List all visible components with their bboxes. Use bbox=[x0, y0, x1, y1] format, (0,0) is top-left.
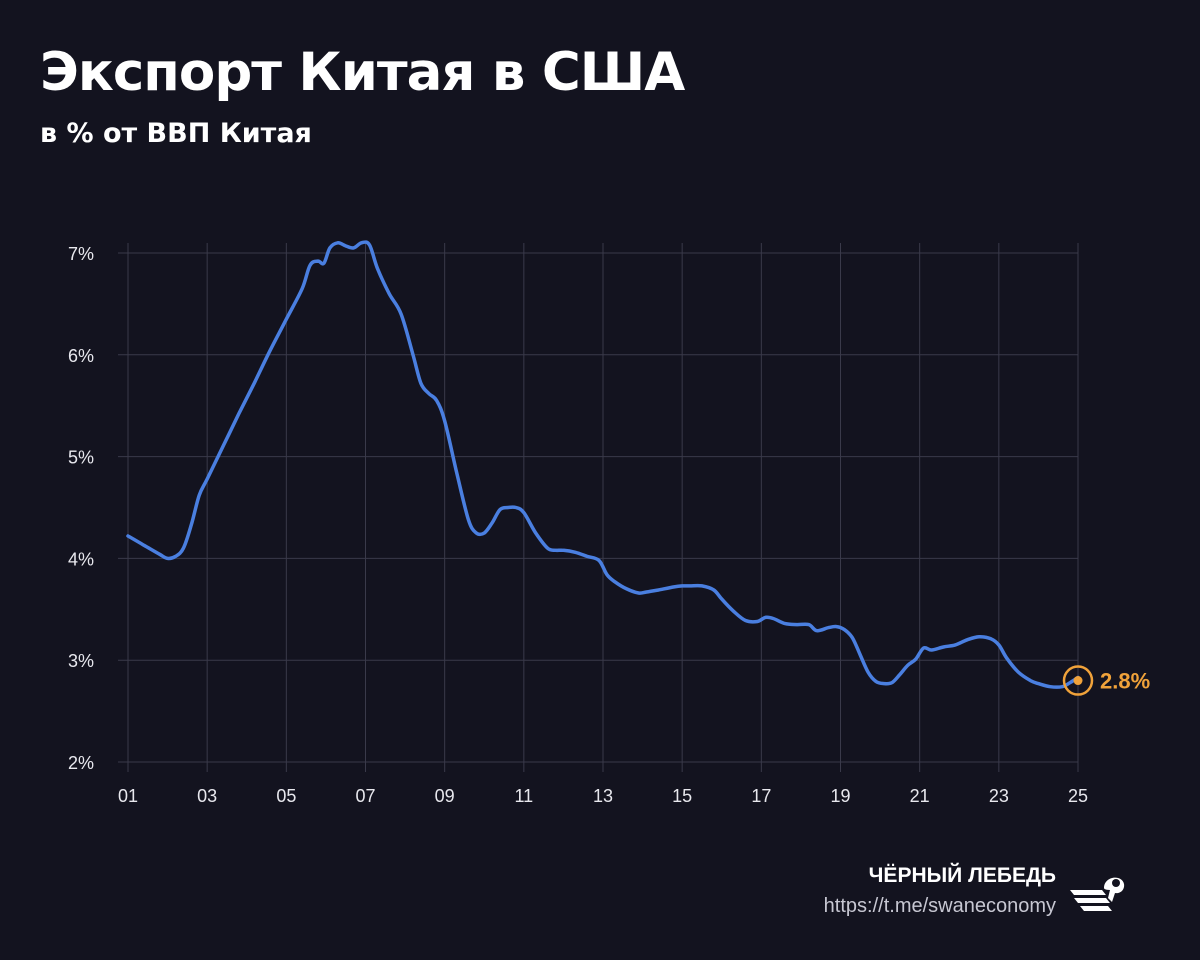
y-tick-label: 7% bbox=[68, 244, 94, 264]
x-tick-label: 07 bbox=[355, 786, 375, 806]
swan-logo-icon bbox=[1070, 877, 1125, 911]
y-tick-label: 5% bbox=[68, 448, 94, 468]
page-title: Экспорт Китая в США bbox=[40, 42, 685, 103]
y-tick-label: 4% bbox=[68, 549, 94, 569]
line-chart: 2%3%4%5%6%7% 01 03 05 07 09 11 13 15 17 19 21 23 25 … bbox=[68, 240, 1150, 806]
y-tick-label: 2% bbox=[68, 753, 94, 773]
brand-url-link[interactable]: https://t.me/swaneconomy bbox=[823, 895, 1056, 917]
chart-annotations: 2.8% bbox=[1062, 665, 1150, 696]
y-tick-label: 3% bbox=[68, 651, 94, 671]
x-tick-label: 23 bbox=[989, 786, 1009, 806]
highlight-ring bbox=[1062, 665, 1094, 696]
x-tick-label: 01 bbox=[118, 786, 138, 806]
x-tick-label: 21 bbox=[910, 786, 930, 806]
chart-series bbox=[126, 240, 1080, 689]
x-tick-label: 15 bbox=[672, 786, 692, 806]
x-tick-label: 13 bbox=[593, 786, 613, 806]
x-tick-label: 09 bbox=[435, 786, 455, 806]
x-tick-label: 11 bbox=[514, 786, 533, 806]
x-tick-label: 03 bbox=[197, 786, 217, 806]
last-value-label: 2.8% bbox=[1100, 669, 1150, 694]
highlight-point bbox=[1073, 676, 1083, 686]
x-axis-ticks: 01 03 05 07 09 11 13 15 17 19 21 23 25 bbox=[118, 786, 1088, 806]
series-line bbox=[126, 240, 1080, 689]
x-tick-label: 19 bbox=[830, 786, 850, 806]
brand-name: ЧЁРНЫЙ ЛЕБЕДЬ bbox=[868, 864, 1056, 887]
page-subtitle: в % от ВВП Китая bbox=[40, 118, 312, 149]
y-axis-ticks: 2% 3% 4% 5% 6% 7% bbox=[68, 244, 94, 773]
x-tick-label: 25 bbox=[1068, 786, 1088, 806]
y-tick-label: 6% bbox=[68, 346, 94, 366]
x-tick-label: 05 bbox=[276, 786, 296, 806]
chart-grid bbox=[118, 243, 1079, 772]
x-tick-label: 17 bbox=[751, 786, 771, 806]
